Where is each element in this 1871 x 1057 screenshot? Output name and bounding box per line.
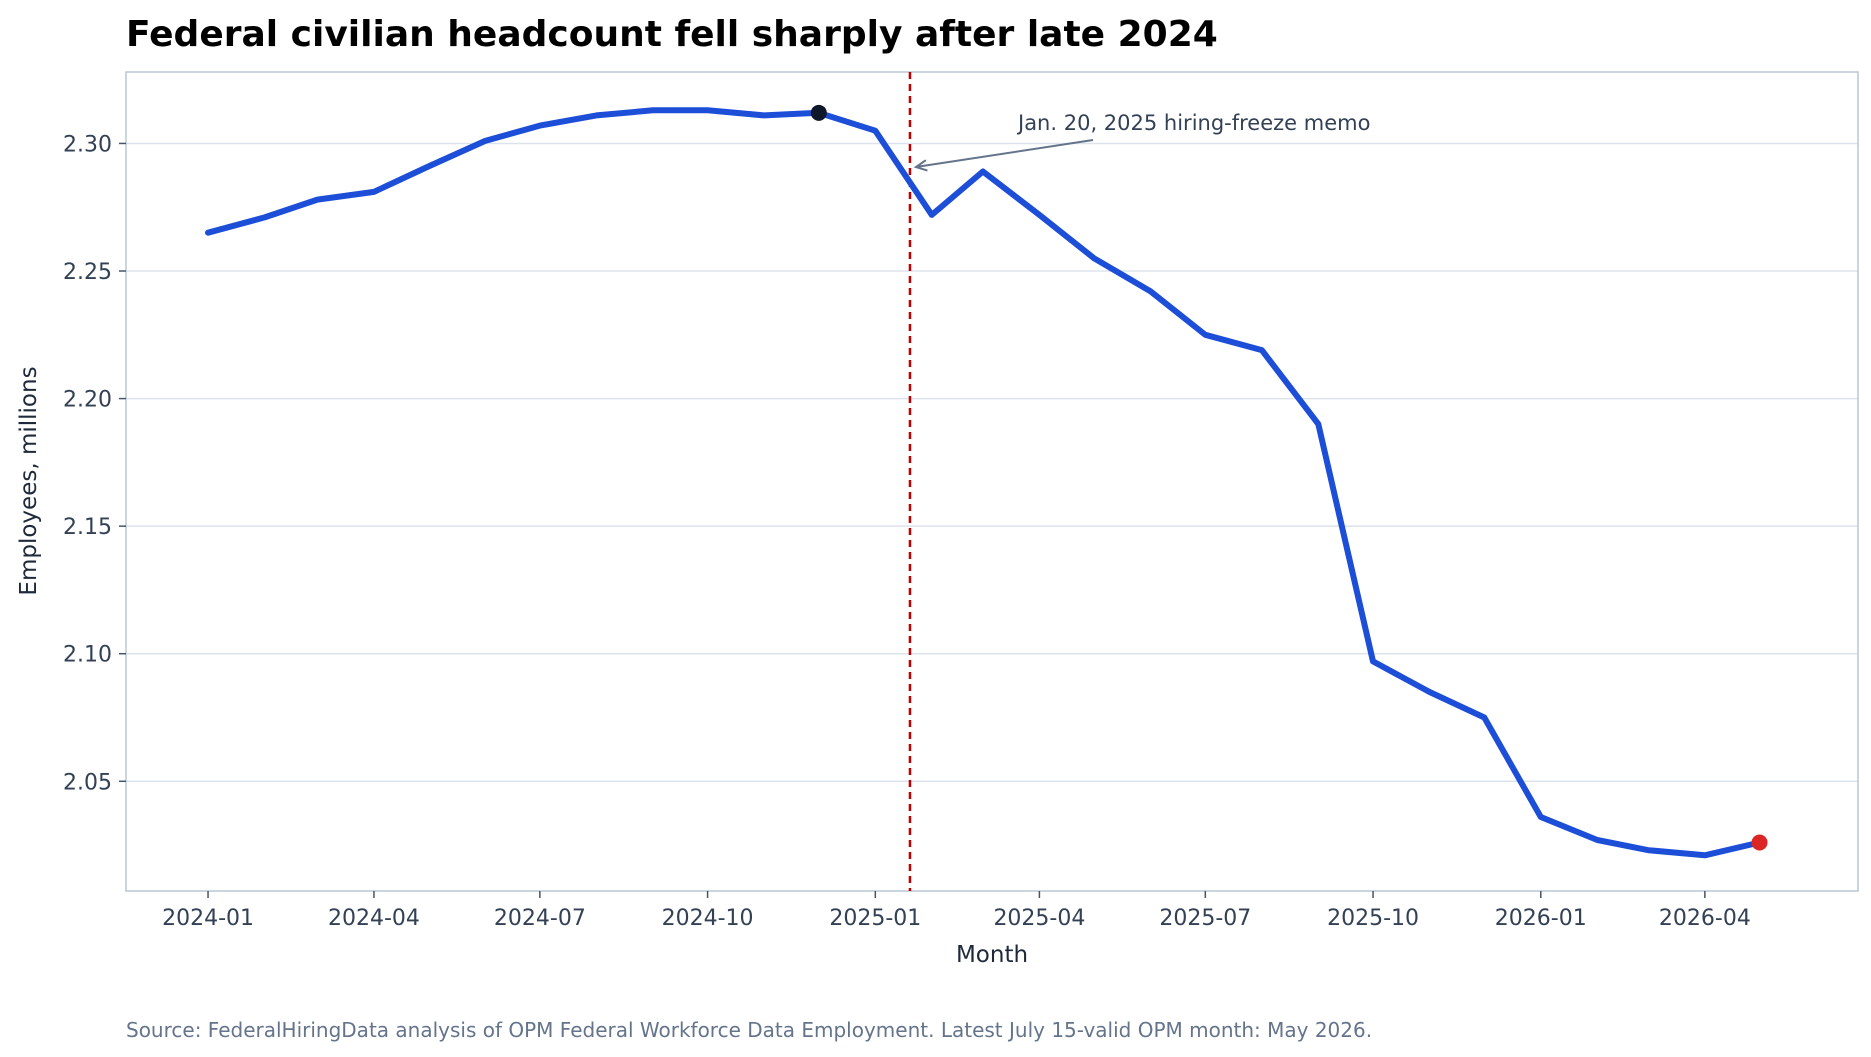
y-axis: 2.05 2.10 2.15 2.20 2.25 2.30	[63, 132, 126, 795]
x-axis-label: Month	[956, 942, 1028, 968]
y-tick-label: 2.10	[63, 643, 112, 668]
source-note: Source: FederalHiringData analysis of OP…	[126, 1018, 1372, 1042]
series-line	[205, 107, 1763, 859]
annotation: Jan. 20, 2025 hiring-freeze memo	[913, 111, 1370, 172]
x-tick-label: 2025-10	[1327, 906, 1419, 931]
y-tick-label: 2.25	[63, 260, 112, 285]
annotation-label: Jan. 20, 2025 hiring-freeze memo	[1016, 111, 1370, 135]
y-tick-label: 2.05	[63, 770, 112, 795]
y-tick-label: 2.30	[63, 132, 112, 157]
chart-title: Federal civilian headcount fell sharply …	[126, 14, 1218, 55]
x-tick-label: 2024-07	[494, 906, 586, 931]
y-tick-label: 2.15	[63, 515, 112, 540]
x-tick-label: 2024-10	[662, 906, 754, 931]
x-tick-label: 2026-04	[1659, 906, 1751, 931]
x-tick-label: 2026-01	[1495, 906, 1587, 931]
highlight-point	[810, 104, 827, 121]
x-axis: 2024-01 2024-04 2024-07 2024-10 2025-01 2025-…	[162, 891, 1751, 931]
x-tick-label: 2025-04	[993, 906, 1085, 931]
annotation-arrowhead	[913, 159, 928, 172]
highlight-points	[810, 104, 1768, 851]
x-tick-label: 2025-07	[1159, 906, 1251, 931]
annotation-arrow	[915, 139, 1094, 168]
plot-frame	[125, 71, 1859, 892]
y-tick-label: 2.20	[63, 388, 112, 413]
x-tick-label: 2024-01	[162, 906, 254, 931]
highlight-point	[1751, 834, 1768, 851]
y-axis-label: Employees, millions	[16, 366, 42, 595]
x-tick-label: 2024-04	[328, 906, 420, 931]
grid	[126, 142, 1858, 783]
x-tick-label: 2025-01	[829, 906, 921, 931]
